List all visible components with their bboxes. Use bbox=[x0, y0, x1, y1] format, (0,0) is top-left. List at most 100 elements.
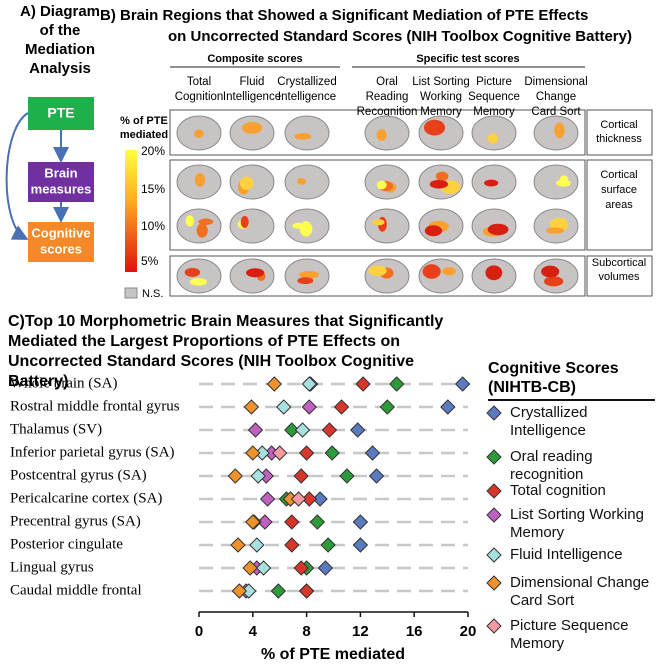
column-label: Total bbox=[187, 76, 211, 88]
row-label: volumes bbox=[599, 271, 640, 283]
brain-image bbox=[533, 115, 579, 151]
brain-region bbox=[424, 225, 443, 237]
brain-image bbox=[471, 258, 517, 294]
legend-label: List Sorting Working Memory bbox=[510, 506, 644, 541]
dot bbox=[266, 376, 283, 392]
dot bbox=[247, 422, 264, 438]
box-label: scores bbox=[40, 241, 82, 256]
brain-region bbox=[296, 178, 307, 185]
brain-outline bbox=[229, 208, 275, 244]
dot bbox=[333, 399, 350, 415]
dot bbox=[364, 445, 381, 461]
column-label: Intelligence bbox=[278, 91, 336, 103]
brain-outline bbox=[364, 208, 410, 244]
column-label: Intelligence bbox=[223, 91, 281, 103]
panel-a-title: Mediation bbox=[25, 41, 95, 58]
legend-label: Picture Sequence Memory bbox=[510, 617, 629, 652]
dot bbox=[324, 445, 340, 461]
column-label: Change bbox=[536, 91, 576, 103]
dot bbox=[243, 399, 260, 415]
brain-region bbox=[429, 179, 449, 189]
brain-outline bbox=[284, 164, 330, 200]
brain-region bbox=[372, 219, 385, 226]
dot bbox=[301, 376, 317, 392]
legend-marker bbox=[486, 618, 502, 634]
dot bbox=[298, 445, 315, 461]
brain-region bbox=[423, 119, 446, 136]
brain-image bbox=[229, 208, 275, 244]
column-label: Working bbox=[420, 91, 462, 103]
dot bbox=[352, 537, 369, 553]
colorbar-title: mediated bbox=[120, 129, 168, 141]
y-tick-label: Lingual gyrus bbox=[10, 559, 94, 575]
dot bbox=[350, 422, 366, 438]
brain-region bbox=[294, 132, 312, 140]
dot bbox=[245, 445, 261, 461]
brain-image bbox=[533, 258, 579, 294]
y-tick-label: Precentral gyrus (SA) bbox=[10, 513, 141, 529]
row-label: thickness bbox=[596, 133, 642, 145]
dot bbox=[245, 514, 261, 530]
brain-region bbox=[442, 267, 456, 276]
brain-region bbox=[198, 218, 214, 226]
dot bbox=[355, 376, 371, 392]
brain-region bbox=[544, 276, 564, 287]
brain-image bbox=[364, 164, 410, 200]
brain-image bbox=[471, 115, 517, 151]
brain-box bbox=[28, 162, 94, 202]
brain-image bbox=[471, 164, 517, 200]
colorbar-title: % of PTE bbox=[120, 115, 168, 127]
y-tick-label: Thalamus (SV) bbox=[10, 421, 102, 437]
column-label: Picture bbox=[476, 76, 512, 88]
x-tick-label: 12 bbox=[352, 623, 369, 640]
box-label: measures bbox=[31, 181, 92, 196]
brain-region bbox=[489, 226, 504, 234]
brain-region bbox=[376, 129, 387, 141]
row-frame bbox=[169, 159, 586, 251]
legend-label: Oral reading recognition bbox=[510, 448, 593, 483]
brain-image bbox=[176, 164, 222, 200]
brain-image bbox=[176, 208, 222, 244]
column-label: Cognition bbox=[175, 91, 224, 103]
brain-image bbox=[284, 208, 330, 244]
brain-image bbox=[364, 208, 410, 244]
brain-image bbox=[176, 258, 222, 294]
y-tick-label: Postcentral gyrus (SA) bbox=[10, 467, 147, 483]
brain-image bbox=[364, 258, 410, 294]
brain-region bbox=[554, 122, 565, 139]
brain-region bbox=[368, 265, 387, 277]
brain-region bbox=[541, 265, 560, 278]
brain-region bbox=[435, 171, 449, 182]
column-label: Fluid bbox=[240, 76, 265, 88]
dot bbox=[271, 445, 288, 461]
brain-region bbox=[485, 265, 503, 281]
column-label: Crystallized bbox=[277, 76, 336, 88]
row-label-frame bbox=[586, 109, 653, 156]
row-label: Subcortical bbox=[592, 257, 646, 269]
dot bbox=[227, 468, 244, 484]
dot bbox=[352, 514, 369, 530]
brain-region bbox=[240, 215, 249, 229]
legend-marker bbox=[486, 483, 502, 499]
brain-image bbox=[533, 208, 579, 244]
brain-region bbox=[299, 221, 313, 237]
brain-image bbox=[418, 208, 464, 244]
dot bbox=[317, 560, 334, 576]
legend-marker bbox=[486, 547, 502, 563]
pte-box bbox=[28, 97, 94, 130]
cognitive-box bbox=[28, 222, 94, 262]
colorbar-label: 5% bbox=[141, 254, 159, 268]
legend-marker bbox=[486, 449, 502, 465]
brain-image bbox=[229, 258, 275, 294]
ns-swatch bbox=[124, 287, 138, 299]
box-label: PTE bbox=[47, 105, 74, 121]
brain-image bbox=[284, 258, 330, 294]
x-tick-label: 4 bbox=[249, 623, 258, 640]
dot bbox=[276, 399, 292, 415]
brain-region bbox=[376, 180, 387, 190]
legend-marker bbox=[486, 405, 502, 421]
dot bbox=[293, 468, 309, 484]
dot bbox=[309, 514, 326, 530]
dot bbox=[249, 537, 265, 553]
